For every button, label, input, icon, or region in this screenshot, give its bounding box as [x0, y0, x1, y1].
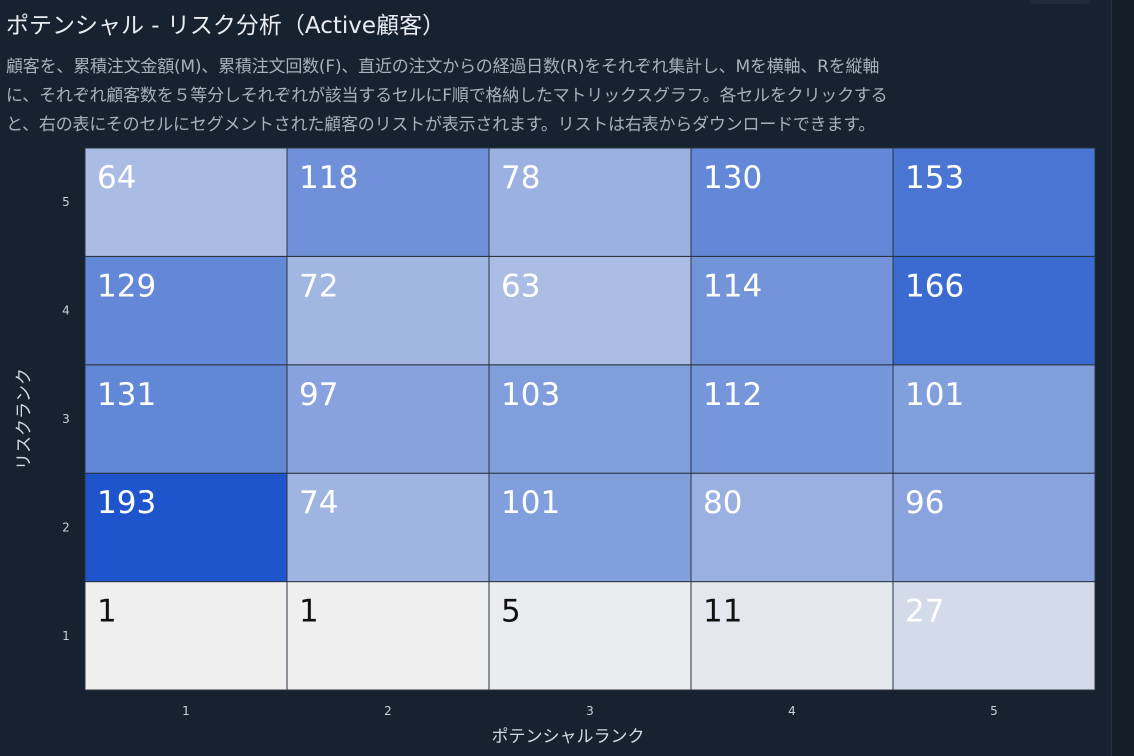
cell-value-label: 78 — [501, 160, 540, 196]
description-line: に、それぞれ顧客数を５等分しそれぞれが該当するセルにF順で格納したマトリックスグ… — [6, 86, 888, 106]
heatmap-cell[interactable] — [286, 581, 490, 691]
cell-value-label: 63 — [501, 268, 540, 304]
cell-value-label: 11 — [703, 594, 742, 630]
heatmap-cell[interactable] — [286, 472, 490, 583]
chart-description: 顧客を、累積注文金額(M)、累積注文回数(F)、直近の注文からの経過日数(R)を… — [6, 53, 1101, 140]
x-tick-label: 3 — [586, 704, 594, 718]
cell-value-label: 193 — [97, 485, 156, 521]
heatmap-cell[interactable] — [892, 364, 1096, 474]
heatmap-cell[interactable] — [892, 581, 1096, 691]
y-tick-label: 2 — [62, 520, 70, 534]
panel-edge — [1030, 0, 1090, 4]
description-line: と、右の表にそのセルにセグメントされた顧客のリストが表示されます。リストは右表か… — [6, 115, 876, 135]
heatmap-cell[interactable] — [892, 255, 1096, 366]
chart-title: ポテンシャル - リスク分析（Active顧客） — [6, 13, 446, 39]
description-line: 顧客を、累積注文金額(M)、累積注文回数(F)、直近の注文からの経過日数(R)を… — [6, 57, 880, 77]
cell-value-label: 27 — [905, 594, 944, 630]
heatmap-cell[interactable] — [84, 472, 288, 583]
heatmap-cell[interactable] — [488, 472, 692, 583]
y-tick-label: 3 — [62, 412, 70, 426]
cell-value-label: 96 — [905, 485, 944, 521]
cell-value-label: 5 — [501, 594, 521, 630]
heatmap-cell[interactable] — [488, 364, 692, 474]
x-tick-label: 4 — [788, 704, 796, 718]
x-axis-title: ポテンシャルランク — [491, 727, 645, 747]
cell-value-label: 130 — [703, 160, 762, 196]
cell-value-label: 1 — [299, 594, 319, 630]
x-tick-label: 2 — [384, 704, 392, 718]
heatmap-cell[interactable] — [690, 472, 894, 583]
heatmap-cell[interactable] — [690, 147, 894, 257]
scrollbar[interactable] — [1111, 0, 1134, 756]
heatmap-cell[interactable] — [286, 147, 490, 257]
cell-value-label: 131 — [97, 377, 156, 413]
x-tick-label: 5 — [990, 704, 998, 718]
heatmap-cell[interactable] — [892, 147, 1096, 257]
cell-value-label: 64 — [97, 160, 136, 196]
y-tick-label: 5 — [62, 195, 70, 209]
cell-value-label: 72 — [299, 268, 338, 304]
heatmap-cell[interactable] — [892, 472, 1096, 583]
cell-value-label: 114 — [703, 268, 762, 304]
cell-value-label: 101 — [501, 485, 560, 521]
y-axis-title: リスクランク — [14, 368, 35, 470]
cell-value-label: 103 — [501, 377, 560, 413]
cell-value-label: 80 — [703, 485, 742, 521]
cell-value-label: 74 — [299, 485, 338, 521]
heatmap-cell[interactable] — [84, 255, 288, 366]
heatmap-cell[interactable] — [84, 364, 288, 474]
cell-value-label: 166 — [905, 268, 964, 304]
x-tick-label: 1 — [182, 704, 190, 718]
heatmap-cell[interactable] — [690, 255, 894, 366]
heatmap-cell[interactable] — [488, 147, 692, 257]
y-tick-label: 1 — [62, 629, 70, 643]
cell-value-label: 112 — [703, 377, 762, 413]
cell-value-label: 129 — [97, 268, 156, 304]
cell-value-label: 118 — [299, 160, 358, 196]
cell-value-label: 153 — [905, 160, 964, 196]
heatmap-cell[interactable] — [286, 364, 490, 474]
y-tick-label: 4 — [62, 304, 70, 318]
cell-value-label: 97 — [299, 377, 338, 413]
heatmap-cell[interactable] — [690, 581, 894, 691]
cell-value-label: 101 — [905, 377, 964, 413]
cell-value-label: 1 — [97, 594, 117, 630]
